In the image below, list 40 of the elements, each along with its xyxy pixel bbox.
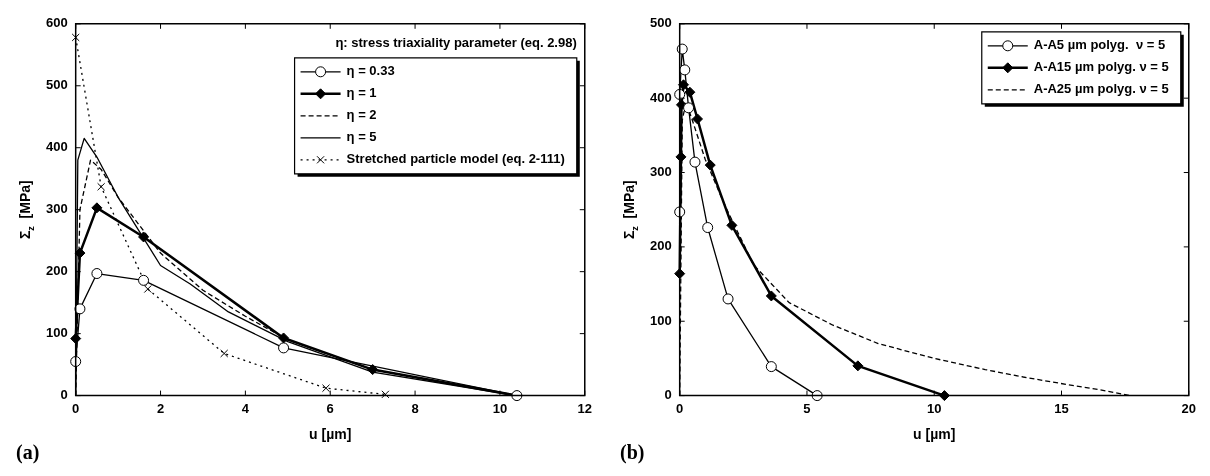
y-tick-label: 500 [649, 15, 672, 31]
x-axis-title: u [µm] [913, 426, 956, 443]
y-tick-label: 100 [45, 325, 68, 341]
legend-label: η = 5 [346, 129, 377, 145]
x-tick-label: 20 [1181, 400, 1196, 416]
x-tick-label: 0 [676, 400, 684, 416]
x-tick-label: 10 [492, 400, 508, 416]
legend-label: η = 0.33 [346, 63, 395, 79]
y-tick-label: 400 [45, 139, 68, 155]
x-tick-label: 8 [411, 400, 419, 416]
y-tick-label: 500 [45, 77, 68, 93]
y-axis-title: Σz [MPa] [17, 180, 36, 240]
y-tick-label: 300 [649, 164, 672, 180]
y-tick-label: 0 [60, 387, 68, 403]
legend-label: A-A15 µm polyg. ν = 5 [1033, 59, 1169, 75]
legend-label: η = 1 [346, 85, 377, 101]
y-tick-label: 600 [45, 15, 68, 31]
legend-label: A-A5 µm polyg. ν = 5 [1033, 37, 1166, 53]
legend-label: A-A25 µm polyg. ν = 5 [1033, 81, 1169, 97]
x-tick-label: 0 [72, 400, 80, 416]
x-tick-label: 15 [1054, 400, 1069, 416]
x-tick-label: 10 [927, 400, 942, 416]
y-tick-label: 400 [649, 89, 672, 105]
legend-label: η = 2 [346, 107, 377, 123]
y-tick-label: 200 [45, 263, 68, 279]
x-tick-label: 12 [577, 400, 592, 416]
legend-title: η: stress triaxiality parameter (eq. 2.98) [335, 35, 577, 51]
x-tick-label: 5 [803, 400, 811, 416]
y-tick-label: 300 [45, 201, 68, 217]
y-tick-label: 100 [649, 312, 672, 328]
y-tick-label: 0 [664, 387, 672, 403]
x-tick-label: 4 [241, 400, 250, 416]
legend-label: Stretched particle model (eq. 2-111) [346, 151, 565, 167]
x-tick-label: 2 [156, 400, 165, 416]
text: (b) [620, 441, 645, 465]
y-axis-title: Σz [MPa] [621, 180, 640, 240]
text: (a) [16, 441, 40, 465]
y-tick-label: 200 [649, 238, 672, 254]
x-axis-title: u [µm] [309, 426, 352, 443]
x-tick-label: 6 [326, 400, 334, 416]
